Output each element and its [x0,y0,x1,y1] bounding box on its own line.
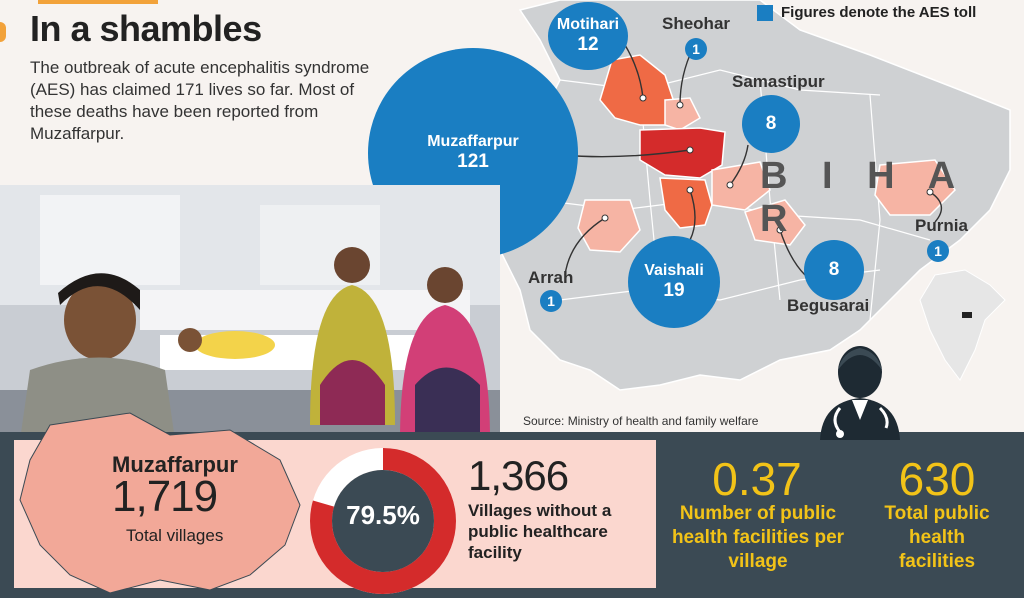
intro-text: The outbreak of acute encephalitis syndr… [30,58,370,143]
toll-arrah: 1 [540,290,562,312]
toll-purnia: 1 [927,240,949,262]
doctor-icon [820,346,900,440]
district-toll: 121 [457,151,489,172]
district-samastipur [711,161,771,211]
total-villages-label: Total villages [126,526,224,545]
facilities-per-village-label: Number of public health facilities per v… [671,503,845,572]
district-title: Muzaffarpur [112,452,238,477]
total-facilities-label: Total public health facilities [884,503,990,572]
facilities-per-village-value: 0.37 [712,453,802,505]
district-toll: 12 [577,34,599,55]
district-sheohar [664,97,701,131]
hospital-photo [0,185,500,440]
india-inset [919,269,1006,381]
muzaffarpur-shape [19,412,301,594]
district-toll: 19 [663,280,685,301]
total-facilities-value: 630 [898,453,976,505]
label-arrah: Arrah [528,268,574,287]
header-accent [38,0,158,4]
india-inset-bihar-marker [962,312,972,318]
district-toll: 8 [828,259,840,280]
district-name: Motihari [556,16,620,33]
source-note: Source: Ministry of health and family we… [523,414,759,428]
toll-sheohar: 1 [685,38,707,60]
legend-swatch [757,4,773,21]
district-purnia [874,159,956,216]
district-toll: 8 [765,113,777,134]
donut-hole [332,470,434,572]
no-facility-label: Villages without a public healthcare fac… [468,501,612,562]
label-samastipur: Samastipur [732,72,825,91]
map-legend: Figures denote the AES toll [757,4,976,21]
donut-percent: 79.5% [346,500,420,530]
bubble-samastipur: 8 [742,95,800,153]
page-title: In a shambles [30,8,262,49]
bubble-begusarai: 8 [804,240,864,300]
legend-text: Figures denote the AES toll [781,4,977,21]
bubble-motihari: Motihari 12 [548,2,628,70]
bubble-vaishali: Vaishali 19 [628,236,720,328]
district-arrah [577,199,641,253]
donut-chart [310,448,456,594]
header-dot [0,22,6,42]
district-vaishali [659,177,713,229]
total-villages-value: 1,719 [112,472,218,521]
state-label: B I H A R [760,155,966,240]
district-begusarai [744,199,806,246]
district-muzaffarpur [639,127,726,179]
district-name: Muzaffarpur [427,133,519,150]
donut-arc [310,448,456,594]
label-begusarai: Begusarai [787,296,870,315]
no-facility-count: 1,366 [468,452,569,499]
label-purnia: Purnia [915,216,968,235]
bihar-map [469,0,1011,391]
label-sheohar: Sheohar [662,14,731,33]
district-name: Vaishali [644,262,704,279]
connector-dots [601,94,934,234]
